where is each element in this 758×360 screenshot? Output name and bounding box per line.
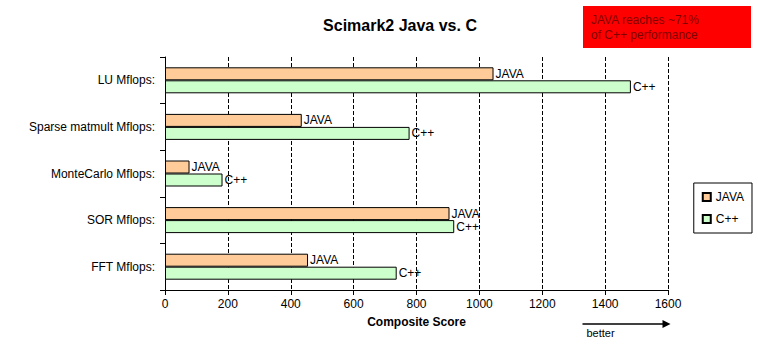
- svg-text:Scimark2 Java vs. C: Scimark2 Java vs. C: [323, 17, 477, 34]
- svg-text:1000: 1000: [466, 297, 493, 311]
- svg-text:Sparse matmult Mflops:: Sparse matmult Mflops:: [29, 120, 155, 134]
- svg-text:1200: 1200: [529, 297, 556, 311]
- svg-text:JAVA: JAVA: [310, 253, 338, 267]
- svg-text:C++: C++: [399, 266, 422, 280]
- svg-text:1600: 1600: [655, 297, 682, 311]
- svg-text:C++: C++: [456, 220, 479, 234]
- svg-text:MonteCarlo Mflops:: MonteCarlo Mflops:: [51, 167, 155, 181]
- svg-text:JAVA reaches ~71%: JAVA reaches ~71%: [591, 13, 699, 27]
- svg-text:SOR Mflops:: SOR Mflops:: [87, 213, 155, 227]
- svg-text:600: 600: [344, 297, 364, 311]
- svg-text:0: 0: [162, 297, 169, 311]
- svg-text:JAVA: JAVA: [192, 160, 220, 174]
- svg-text:200: 200: [218, 297, 238, 311]
- svg-text:of C++ performance: of C++ performance: [591, 28, 698, 42]
- svg-text:C++: C++: [412, 126, 435, 140]
- svg-text:800: 800: [406, 297, 426, 311]
- svg-text:C++: C++: [633, 80, 656, 94]
- svg-text:400: 400: [281, 297, 301, 311]
- svg-text:Composite Score: Composite Score: [367, 315, 466, 329]
- svg-text:better: better: [587, 327, 615, 339]
- svg-text:JAVA: JAVA: [452, 207, 480, 221]
- svg-text:LU Mflops:: LU Mflops:: [98, 73, 155, 87]
- svg-text:1400: 1400: [592, 297, 619, 311]
- svg-text:C++: C++: [225, 173, 248, 187]
- svg-text:JAVA: JAVA: [496, 67, 524, 81]
- svg-text:JAVA: JAVA: [304, 113, 332, 127]
- svg-text:C++: C++: [716, 212, 739, 226]
- svg-text:FFT Mflops:: FFT Mflops:: [91, 260, 155, 274]
- svg-text:JAVA: JAVA: [716, 190, 744, 204]
